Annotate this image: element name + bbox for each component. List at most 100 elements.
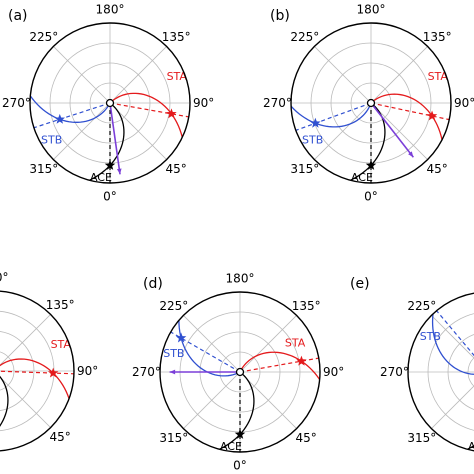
polar-frame xyxy=(29,22,191,184)
angle-tick-label: 225° xyxy=(159,299,188,313)
sun-marker xyxy=(366,98,376,108)
sta-star-marker xyxy=(166,108,177,119)
sta-label: STA xyxy=(285,337,306,350)
angle-tick-label: 180° xyxy=(0,270,8,284)
grid-spoke xyxy=(183,315,241,373)
ace-star-marker xyxy=(365,159,377,170)
sta-radial-line xyxy=(109,102,190,119)
angle-tick-label: 225° xyxy=(290,30,319,44)
grid-spoke xyxy=(314,102,372,160)
angle-tick-label: 45° xyxy=(296,431,317,445)
panel-plot-area: STA STB ACE xyxy=(163,292,320,453)
grid-spoke xyxy=(53,46,111,104)
direction-arrow-head xyxy=(116,168,122,175)
angle-tick-label: 135° xyxy=(292,299,321,313)
grid-spoke xyxy=(0,314,51,366)
angle-tick-label: 270° xyxy=(380,365,409,379)
ace-label: ACE xyxy=(351,171,373,184)
panel-label: (d) xyxy=(143,276,163,292)
panel-d: STA STB ACE 180° 135° 90° 45° 0° 315° 270° 225° (d) xyxy=(132,271,344,472)
stb-label: STB xyxy=(163,347,184,360)
direction-arrow-shaft xyxy=(370,102,414,158)
angle-tick-label: 135° xyxy=(162,30,191,44)
grid-spoke xyxy=(431,315,474,359)
grid-spoke xyxy=(239,315,297,373)
angle-tick-label: 90° xyxy=(77,364,98,378)
sta-spiral-line xyxy=(109,92,186,172)
polar-frame xyxy=(407,292,474,452)
ace-star-marker xyxy=(104,159,116,170)
angle-tick-label: 270° xyxy=(2,96,31,110)
direction-arrow-head xyxy=(169,369,176,375)
grid-spoke xyxy=(431,385,474,429)
angle-tick-label: 180° xyxy=(357,2,386,16)
stb-star-marker xyxy=(175,332,187,343)
angle-tick-label: 0° xyxy=(233,459,247,473)
sun-marker xyxy=(105,98,115,108)
angle-tick-label: 270° xyxy=(132,365,161,379)
angle-tick-label: 315° xyxy=(159,431,188,445)
panel-a: STA STB ACE 180° 135° 90° 45° 0° 315° 270° 225°(a) xyxy=(2,2,214,203)
grid-spoke xyxy=(0,376,51,428)
sta-star-marker xyxy=(47,367,59,378)
ace-star-marker xyxy=(234,428,246,439)
grid-spoke xyxy=(370,102,428,160)
angle-tick-label: 270° xyxy=(263,96,292,110)
grid-spoke xyxy=(109,46,167,104)
stb-label: STB xyxy=(420,330,441,343)
stb-spiral-line xyxy=(291,77,372,128)
sta-radial-line xyxy=(0,370,74,375)
angle-tick-label: 90° xyxy=(323,365,344,379)
ace-label: ACE xyxy=(220,440,242,453)
angle-tick-label: 315° xyxy=(407,431,436,445)
angle-tick-label: 0° xyxy=(103,190,117,204)
angle-tick-label: 45° xyxy=(427,162,448,176)
sta-radial-line xyxy=(370,102,451,122)
stb-radial-line xyxy=(430,304,474,373)
sta-radial-line xyxy=(239,356,320,373)
angle-tick-label: 90° xyxy=(193,96,214,110)
stb-spiral-line xyxy=(431,292,474,375)
angle-tick-label: 135° xyxy=(46,298,75,312)
stb-radial-line xyxy=(30,102,111,131)
angle-tick-label: 180° xyxy=(226,271,255,285)
sun-marker xyxy=(235,367,245,377)
sta-spiral-line xyxy=(239,351,320,412)
angle-tick-label: 45° xyxy=(166,162,187,176)
angle-tick-label: 90° xyxy=(454,96,474,110)
direction-arrow-head xyxy=(408,151,414,158)
angle-tick-label: 315° xyxy=(290,162,319,176)
stb-radial-line xyxy=(291,102,372,134)
sta-star-marker xyxy=(296,355,307,366)
grid-spoke xyxy=(109,102,167,160)
angle-tick-label: 180° xyxy=(96,2,125,16)
polar-frame xyxy=(0,290,75,452)
sta-star-marker xyxy=(426,110,438,121)
polar-frame xyxy=(159,291,321,453)
angle-tick-label: 0° xyxy=(0,458,1,472)
grid-spoke xyxy=(183,371,241,429)
panel-label: (a) xyxy=(8,8,28,24)
stb-star-marker xyxy=(310,117,321,128)
stb-star-marker xyxy=(54,113,66,124)
angle-tick-label: 45° xyxy=(50,430,71,444)
grid-spoke xyxy=(314,46,372,104)
ace-spiral-line xyxy=(0,370,9,451)
angle-tick-label: 315° xyxy=(29,162,58,176)
sta-label: STA xyxy=(51,338,72,351)
panel-label: (e) xyxy=(350,276,370,292)
polar-frame xyxy=(290,22,452,184)
stb-label: STB xyxy=(41,133,62,146)
angle-tick-label: 0° xyxy=(364,190,378,204)
ace-label: ACE xyxy=(90,171,112,184)
grid-spoke xyxy=(239,371,297,429)
angle-tick-label: 225° xyxy=(29,30,58,44)
panel-b: STA STB ACE 180° 135° 90° 45° 0° 315° 270° 225°(b) xyxy=(263,2,474,203)
grid-spoke xyxy=(53,102,111,160)
direction-arrow-shaft xyxy=(109,102,121,175)
sta-label: STA xyxy=(428,70,449,83)
